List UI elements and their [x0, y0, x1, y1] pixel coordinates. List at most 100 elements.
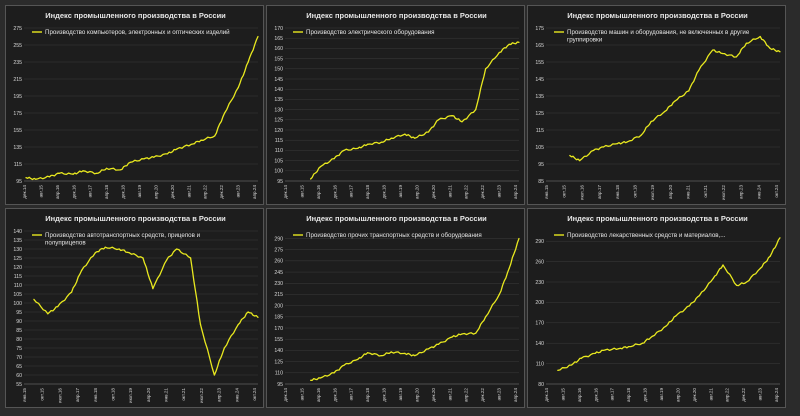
y-tick-label: 95: [538, 162, 544, 168]
y-tick-label: 230: [535, 280, 544, 286]
data-point: [745, 42, 747, 44]
y-tick-label: 195: [13, 94, 22, 100]
data-point: [508, 43, 510, 45]
data-point: [257, 316, 259, 318]
x-tick-label: июл.16: [57, 388, 62, 403]
y-tick-label: 80: [538, 382, 544, 388]
x-tick-label: дек.18: [121, 185, 126, 199]
data-point: [104, 246, 106, 248]
y-tick-label: 120: [13, 265, 22, 271]
x-tick-label: дек.22: [741, 388, 746, 402]
x-tick-label: авг.19: [398, 185, 403, 198]
y-tick-label: 80: [16, 337, 22, 343]
data-point: [237, 86, 239, 89]
y-tick-label: 95: [16, 179, 22, 185]
data-point: [641, 342, 643, 344]
x-tick-label: апр.22: [464, 388, 469, 402]
data-point: [628, 346, 630, 348]
data-point: [759, 35, 761, 38]
chart-panel-6: Индекс промышленного производства в Росс…: [527, 208, 786, 408]
y-tick-label: 145: [535, 77, 544, 83]
data-point: [580, 357, 582, 359]
data-point: [367, 143, 369, 145]
y-tick-label: 70: [16, 355, 22, 361]
y-tick-label: 130: [274, 107, 283, 113]
x-tick-label: авг.19: [137, 185, 142, 198]
y-tick-label: 115: [536, 128, 544, 134]
x-tick-label: апр.16: [316, 185, 321, 199]
y-tick-label: 115: [14, 162, 22, 168]
data-point: [319, 166, 321, 168]
x-tick-label: окт.24: [252, 388, 257, 401]
y-tick-label: 255: [13, 43, 22, 49]
data-point: [618, 348, 620, 350]
y-tick-label: 135: [13, 238, 22, 244]
x-tick-label: дек.22: [219, 185, 224, 199]
legend-label: Производство лекарственных средств и мат…: [567, 232, 726, 239]
x-tick-label: дек.16: [71, 185, 76, 199]
data-point: [616, 143, 618, 145]
data-point: [735, 56, 737, 58]
data-point: [333, 158, 335, 160]
y-tick-label: 85: [538, 179, 544, 185]
data-point: [698, 295, 700, 297]
x-tick-label: дек.18: [382, 185, 387, 199]
x-tick-label: дек.20: [431, 388, 436, 402]
data-point: [176, 248, 178, 250]
y-tick-label: 125: [274, 118, 283, 124]
x-tick-label: июл.19: [128, 388, 133, 403]
y-tick-label: 275: [13, 26, 22, 32]
data-point: [518, 41, 520, 43]
x-tick-label: авг.23: [236, 185, 241, 198]
x-tick-label: апр.16: [316, 388, 321, 402]
y-tick-label: 150: [274, 67, 283, 73]
x-tick-label: апр.17: [75, 388, 80, 402]
chart-title: Индекс промышленного производства в Росс…: [45, 214, 226, 223]
data-point: [190, 143, 192, 145]
x-tick-label: дек.18: [643, 388, 648, 402]
x-tick-label: авг.17: [349, 185, 354, 198]
y-tick-label: 170: [535, 321, 544, 327]
y-tick-label: 140: [274, 87, 283, 93]
data-point: [166, 153, 169, 155]
data-point: [94, 252, 96, 254]
data-point: [688, 305, 691, 307]
data-point: [190, 257, 192, 259]
chart-panel-5: Индекс промышленного производства в Росс…: [266, 208, 525, 408]
data-point: [118, 248, 120, 250]
data-point: [779, 51, 781, 53]
data-point: [129, 161, 131, 163]
x-tick-label: дек.14: [22, 185, 27, 199]
y-tick-label: 245: [274, 270, 283, 276]
series-line: [25, 36, 259, 181]
y-tick-label: 170: [274, 26, 283, 32]
data-point: [698, 69, 700, 72]
x-tick-label: авг.17: [610, 388, 615, 401]
data-point: [626, 141, 628, 143]
x-tick-label: окт.21: [181, 388, 186, 401]
x-tick-label: апр.18: [104, 185, 109, 199]
data-point: [142, 257, 144, 259]
series-line: [33, 246, 259, 376]
y-tick-label: 125: [13, 256, 22, 262]
y-tick-label: 100: [13, 301, 22, 307]
data-point: [498, 51, 500, 54]
x-tick-label: апр.23: [217, 388, 222, 402]
x-tick-label: апр.18: [626, 388, 631, 402]
x-tick-label: дек.18: [382, 388, 387, 402]
x-tick-label: янв.18: [615, 185, 620, 199]
y-tick-label: 165: [274, 36, 283, 42]
data-point: [343, 149, 345, 151]
data-point: [357, 147, 359, 149]
x-tick-label: апр.20: [414, 388, 419, 402]
data-point: [485, 316, 487, 318]
data-point: [35, 178, 37, 180]
y-tick-label: 105: [274, 158, 283, 164]
x-tick-label: янв.24: [234, 388, 239, 402]
data-point: [569, 154, 571, 157]
data-point: [333, 372, 335, 374]
x-tick-label: окт.21: [703, 185, 708, 198]
data-point: [199, 324, 202, 326]
data-point: [367, 352, 369, 354]
chart-panel-2: Индекс промышленного производства в Росс…: [266, 5, 525, 205]
